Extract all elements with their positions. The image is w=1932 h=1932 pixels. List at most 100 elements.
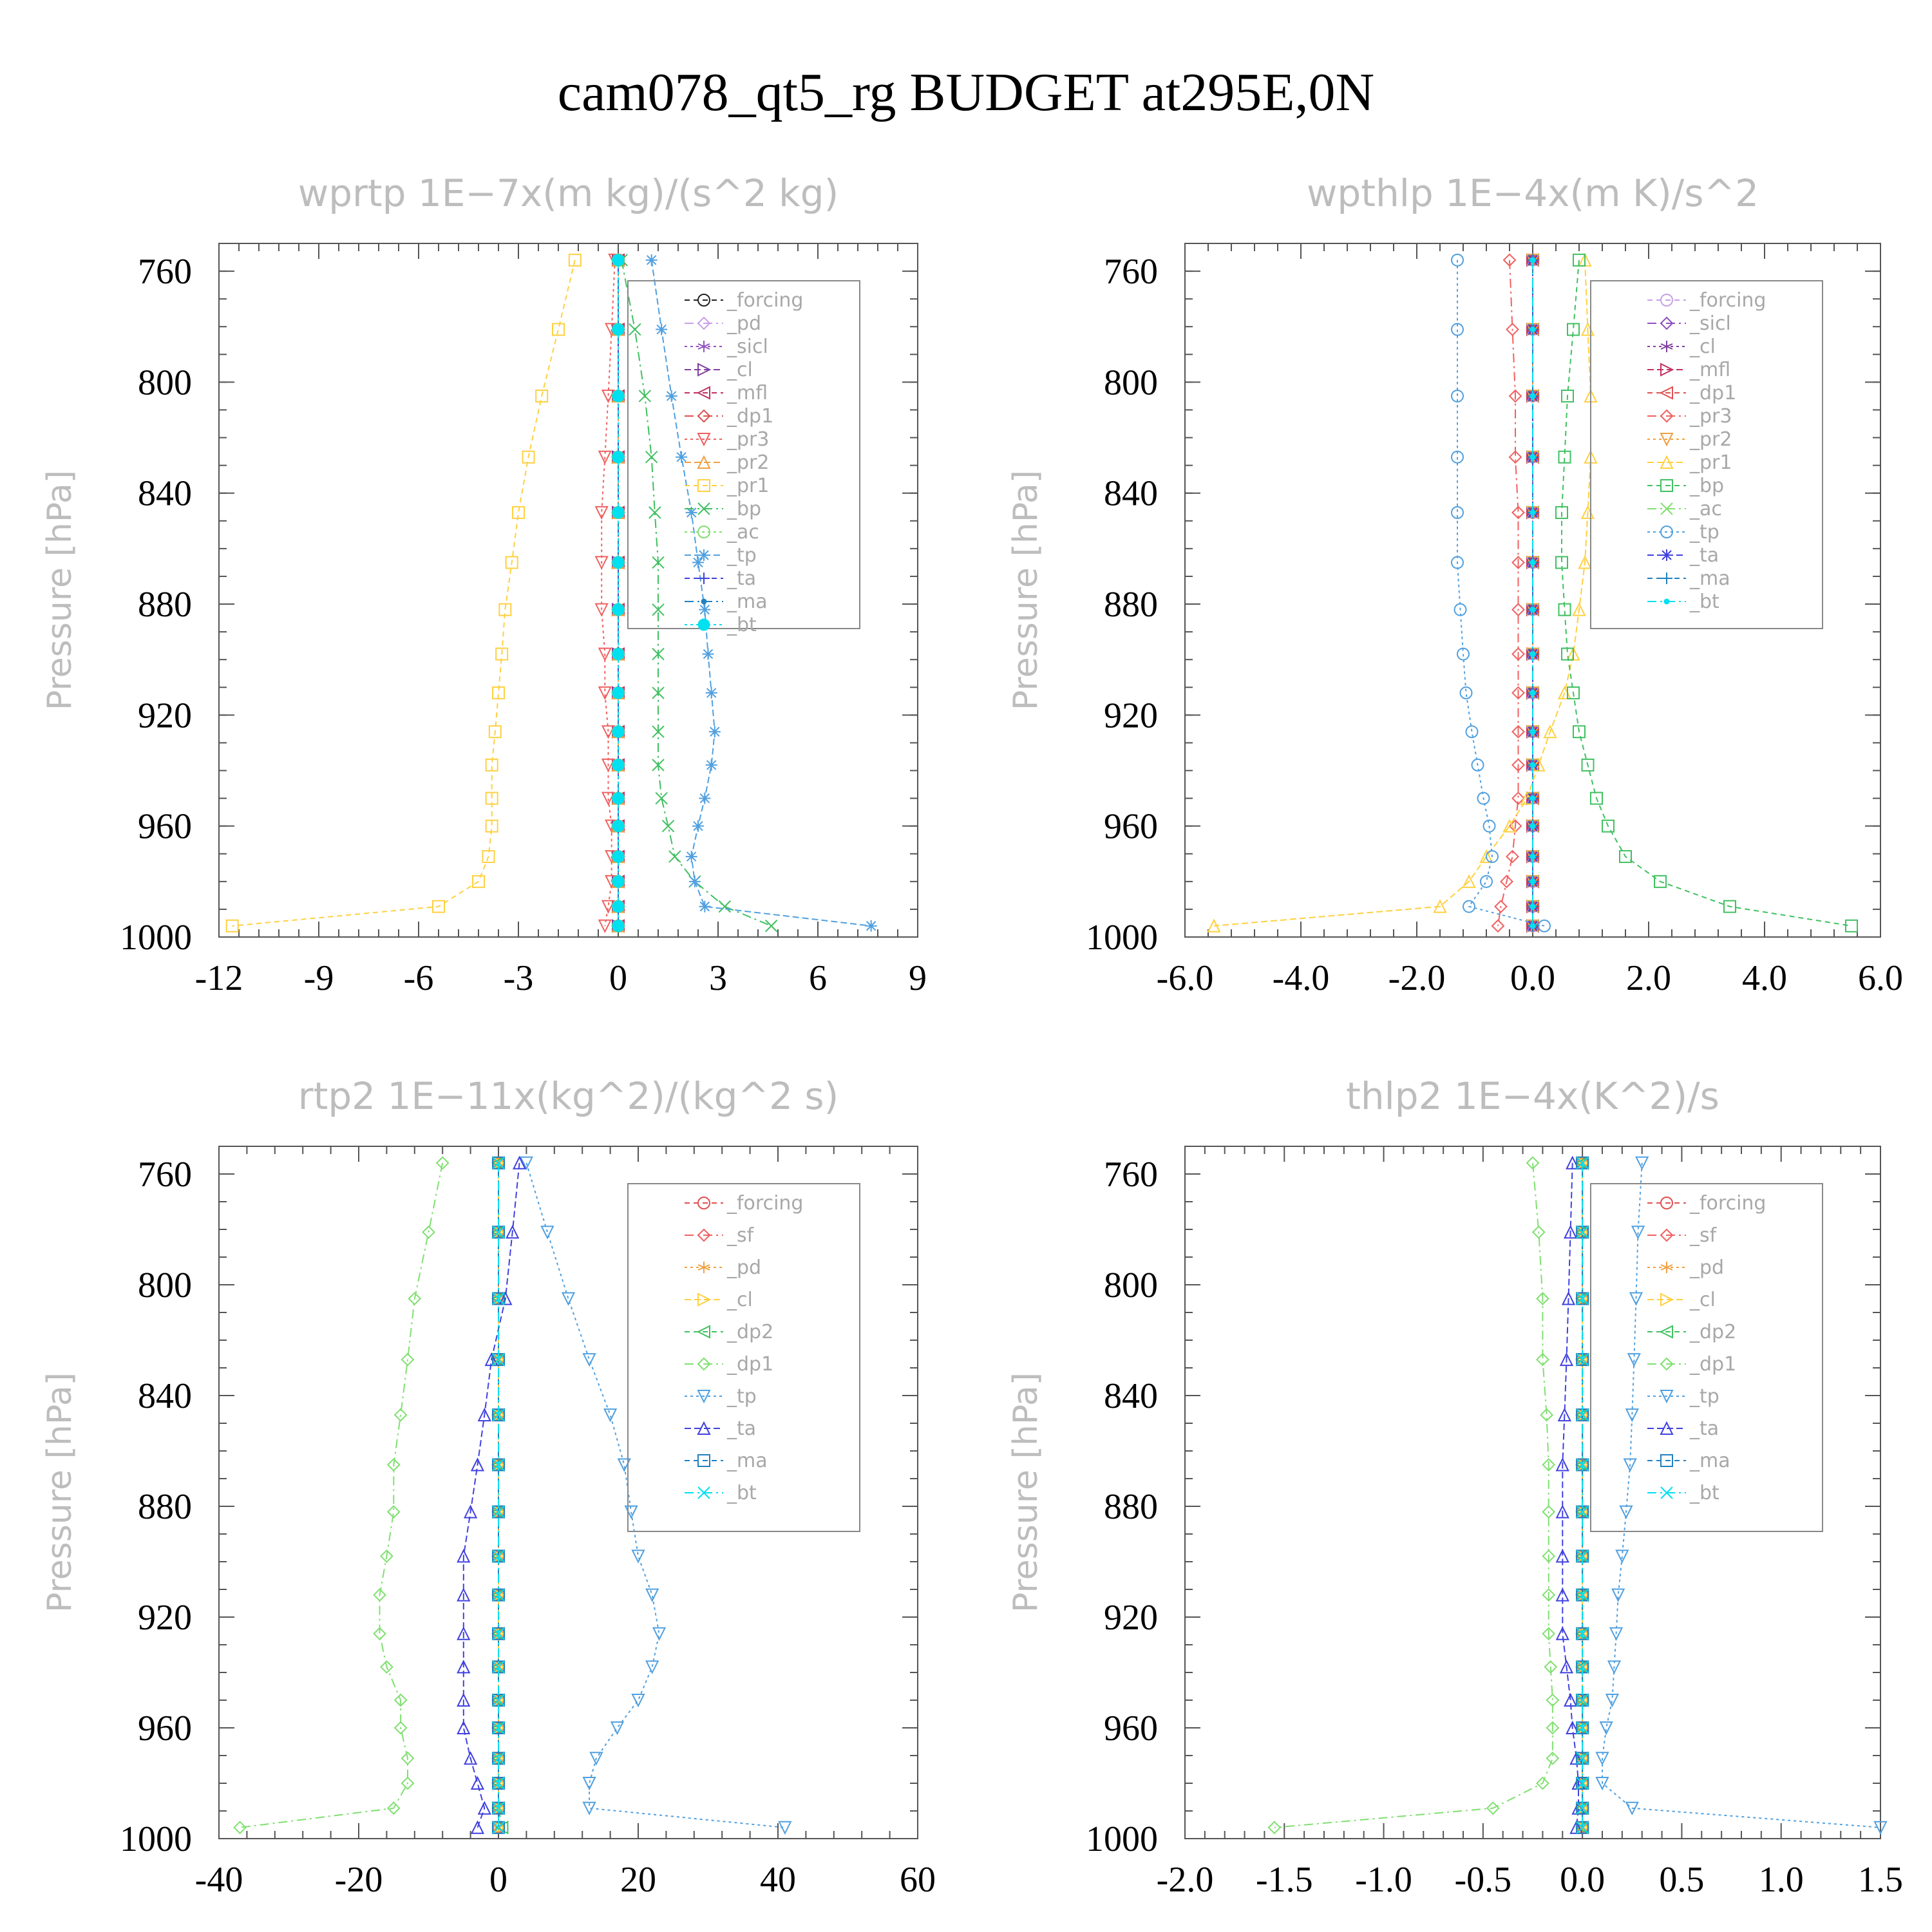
legend-marker — [1660, 341, 1673, 352]
legend-marker — [697, 1454, 710, 1467]
legend-marker — [696, 1325, 710, 1339]
data-point — [1576, 1627, 1589, 1640]
chart-panel-1: wprtp 1E−7x(m kg)/(s^2 kg) Pressure [hPa]… — [41, 171, 927, 998]
data-point — [612, 875, 625, 888]
data-point — [492, 1292, 505, 1305]
data-point — [463, 1751, 478, 1765]
legend-marker — [1660, 1486, 1673, 1499]
data-point — [492, 1292, 505, 1305]
data-point — [1511, 647, 1525, 661]
x-tick-label: 6.0 — [1858, 958, 1903, 998]
legend-marker — [1660, 526, 1673, 538]
data-point — [492, 1801, 505, 1815]
data-point — [519, 1156, 534, 1171]
data-point — [598, 647, 612, 661]
data-point — [498, 603, 512, 616]
data-point — [1530, 853, 1536, 860]
legend-marker — [1661, 549, 1672, 561]
data-point — [692, 556, 704, 569]
x-tick-label: 2.0 — [1626, 958, 1671, 998]
data-point — [505, 556, 518, 569]
legend-marker — [1660, 1357, 1674, 1371]
legend-marker — [697, 363, 712, 377]
data-point — [485, 791, 498, 805]
legend-label: _bp — [1689, 475, 1724, 497]
data-point — [612, 820, 625, 833]
series-bp — [1555, 253, 1858, 933]
data-point — [1536, 1776, 1549, 1790]
y-tick-label: 920 — [1104, 696, 1158, 735]
data-point — [1595, 1752, 1609, 1766]
x-tick-label: -40 — [195, 1860, 243, 1900]
y-tick-label: 1000 — [1086, 918, 1158, 958]
data-point — [617, 1458, 631, 1472]
series-bp — [615, 254, 778, 933]
chart-panel-3: rtp2 1E−11x(kg^2)/(kg^2 s) Pressure [hPa]… — [41, 1074, 936, 1900]
y-axis-label: Pressure [hPa] — [1007, 1372, 1045, 1613]
data-point — [612, 850, 625, 863]
legend-marker — [1660, 1390, 1674, 1404]
data-point — [373, 1627, 386, 1641]
data-point — [652, 556, 665, 569]
data-point — [1555, 556, 1568, 569]
data-point — [1555, 506, 1568, 519]
data-point — [612, 556, 625, 569]
data-point — [1576, 1226, 1589, 1239]
series-line — [1274, 1162, 1553, 1828]
legend-label: _tp — [726, 1385, 757, 1408]
data-point — [865, 920, 877, 932]
data-point — [379, 1660, 393, 1674]
data-point — [1555, 1587, 1569, 1602]
legend-marker — [697, 502, 710, 515]
data-point — [492, 1549, 505, 1563]
data-point — [1619, 1505, 1633, 1519]
legend-marker — [697, 1486, 710, 1499]
x-tick-label: -3 — [504, 958, 534, 998]
legend-marker — [1660, 433, 1674, 447]
y-tick-label: 880 — [138, 585, 192, 625]
legend-label: _ma — [726, 1450, 768, 1472]
legend-marker — [698, 573, 710, 584]
series-line — [462, 1162, 520, 1828]
data-point — [1546, 1693, 1560, 1707]
y-tick-label: 800 — [138, 363, 192, 402]
data-point — [1629, 1292, 1643, 1306]
data-point — [1542, 1627, 1556, 1641]
legend-label: _sicl — [1689, 312, 1731, 335]
data-point — [1576, 1752, 1589, 1765]
data-point — [1526, 1156, 1540, 1170]
y-tick-label: 840 — [138, 474, 192, 514]
y-tick-label: 960 — [1104, 807, 1158, 847]
legend-marker — [1660, 1421, 1674, 1435]
legend-marker — [697, 294, 710, 307]
data-point — [492, 1694, 505, 1707]
data-point — [1566, 1720, 1580, 1734]
data-point — [629, 323, 641, 336]
data-point — [492, 1458, 505, 1472]
data-point — [1845, 919, 1858, 933]
legend-label: _dp1 — [1689, 1353, 1736, 1376]
legend-label: _cl — [726, 359, 753, 381]
y-tick-label: 880 — [138, 1487, 192, 1527]
legend-label: _forcing — [1689, 289, 1766, 312]
x-tick-label: -9 — [304, 958, 334, 998]
data-point — [661, 819, 675, 833]
data-point — [540, 1226, 554, 1240]
data-point — [457, 1626, 471, 1640]
x-tick-label: 0 — [489, 1860, 507, 1900]
data-point — [1506, 323, 1519, 336]
data-point — [1590, 791, 1603, 805]
y-tick-label: 880 — [1104, 1487, 1158, 1527]
legend-label: _tp — [1689, 1385, 1719, 1408]
data-point — [1561, 647, 1574, 661]
data-point — [401, 1751, 415, 1765]
y-tick-label: 840 — [138, 1376, 192, 1416]
data-point — [612, 506, 625, 519]
y-tick-label: 960 — [138, 807, 192, 847]
data-point — [645, 1588, 659, 1602]
legend-marker — [697, 341, 710, 352]
data-point — [601, 725, 616, 739]
data-point — [492, 1627, 505, 1640]
data-point — [1451, 389, 1464, 402]
legend-marker — [697, 433, 711, 447]
